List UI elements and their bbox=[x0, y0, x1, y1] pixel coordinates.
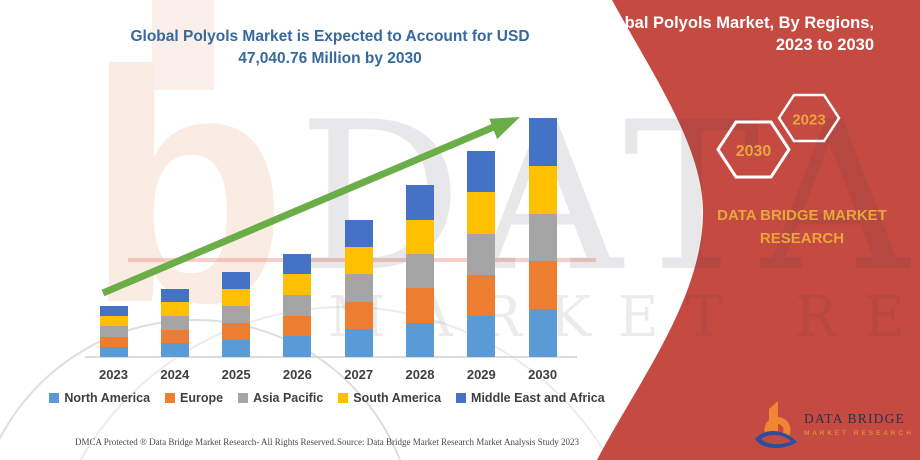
bar-segment-2030-asia-pacific bbox=[528, 213, 557, 262]
legend-swatch-icon bbox=[338, 393, 349, 403]
chart-title-line1: Global Polyols Market is Expected to Acc… bbox=[130, 28, 530, 45]
legend-item-asia-pacific: Asia Pacific bbox=[238, 391, 323, 405]
bar-segment-2025-north-america bbox=[222, 339, 251, 357]
legend-label: South America bbox=[353, 391, 442, 405]
bar-segment-2030-south-america bbox=[528, 165, 557, 214]
stacked-bar-2025 bbox=[222, 271, 251, 357]
chart-legend: North America Europe Asia Pacific South Ame… bbox=[49, 391, 605, 405]
x-axis-label-2030: 2030 bbox=[528, 367, 558, 382]
legend-item-middle-east-and-africa: Middle East and Africa bbox=[456, 391, 605, 405]
bar-segment-2028-asia-pacific bbox=[406, 254, 434, 289]
stacked-bar-2023 bbox=[99, 305, 128, 357]
x-axis-label-2025: 2025 bbox=[221, 367, 251, 382]
bar-segment-2029-asia-pacific bbox=[467, 233, 496, 275]
bar-segment-2027-europe bbox=[344, 301, 373, 330]
legend-label: Middle East and Africa bbox=[471, 391, 605, 405]
logo-sub-text: MARKET RESEARCH bbox=[804, 430, 914, 437]
panel-brand-line1: DATA BRIDGE MARKET bbox=[717, 207, 887, 224]
logo-b-icon bbox=[755, 401, 797, 449]
panel-heading-line2: 2023 to 2030 bbox=[775, 35, 874, 54]
bar-segment-2029-europe bbox=[467, 274, 496, 316]
legend-item-europe: Europe bbox=[165, 391, 223, 405]
bar-segment-2025-europe bbox=[222, 322, 251, 340]
bar-segment-2026-middle-east-and-africa bbox=[283, 253, 312, 275]
x-axis-label-2026: 2026 bbox=[282, 367, 312, 382]
bar-segment-2029-south-america bbox=[467, 192, 496, 234]
bar-segment-2028-europe bbox=[406, 288, 434, 323]
x-axis-label-2023: 2023 bbox=[99, 367, 128, 382]
x-axis-label-2028: 2028 bbox=[405, 367, 435, 382]
stacked-bar-2028 bbox=[406, 185, 434, 357]
legend-label: Asia Pacific bbox=[253, 391, 324, 405]
bar-segment-2025-south-america bbox=[222, 288, 251, 306]
legend-swatch-icon bbox=[238, 393, 249, 403]
x-axis-label-2024: 2024 bbox=[160, 367, 190, 382]
stacked-bar-2024 bbox=[160, 288, 189, 357]
watermark-cross-shape bbox=[152, 0, 214, 90]
bar-segment-2028-middle-east-and-africa bbox=[406, 185, 434, 220]
hexagon-2030-label: 2030 bbox=[736, 143, 772, 160]
bar-segment-2025-asia-pacific bbox=[222, 305, 251, 323]
bar-segment-2030-north-america bbox=[528, 309, 557, 357]
legend-item-south-america: South America bbox=[338, 391, 441, 405]
bar-segment-2023-middle-east-and-africa bbox=[99, 305, 128, 317]
stacked-bar-2029 bbox=[467, 151, 496, 357]
legend-label: Europe bbox=[180, 391, 224, 405]
bar-segment-2024-south-america bbox=[160, 302, 189, 317]
bar-segment-2030-middle-east-and-africa bbox=[528, 118, 557, 166]
stacked-bar-2030 bbox=[528, 118, 557, 357]
legend-swatch-icon bbox=[165, 393, 176, 403]
x-axis-label-2029: 2029 bbox=[466, 367, 496, 382]
footer-dmca-text: DMCA Protected ® Data Bridge Market Rese… bbox=[75, 437, 337, 447]
bar-segment-2027-north-america bbox=[344, 329, 373, 357]
panel-heading: Global Polyols Market, By Regions, 2023 … bbox=[544, 13, 874, 57]
watermark-databridge-text: DATA BRIDGE bbox=[298, 79, 920, 317]
bar-segment-2023-europe bbox=[99, 336, 128, 347]
chart-title: Global Polyols Market is Expected to Acc… bbox=[70, 26, 590, 71]
hexagon-2030 bbox=[716, 120, 791, 179]
panel-heading-line1: Global Polyols Market, By Regions, bbox=[597, 14, 874, 32]
bar-segment-2024-asia-pacific bbox=[160, 316, 189, 330]
x-axis-label-2027: 2027 bbox=[344, 367, 374, 382]
legend-item-north-america: North America bbox=[49, 391, 150, 405]
bar-segment-2028-north-america bbox=[406, 322, 434, 357]
x-axis-line bbox=[85, 356, 577, 358]
legend-swatch-icon bbox=[456, 393, 467, 403]
bar-segment-2027-middle-east-and-africa bbox=[344, 219, 373, 247]
bar-segment-2023-asia-pacific bbox=[99, 326, 128, 337]
bar-segment-2030-europe bbox=[528, 261, 557, 310]
bar-segment-2025-middle-east-and-africa bbox=[222, 271, 251, 289]
bar-segment-2026-north-america bbox=[283, 336, 312, 357]
chart-title-line2: 47,040.76 Million by 2030 bbox=[238, 50, 422, 68]
hexagon-2023-label: 2023 bbox=[792, 112, 825, 129]
bar-segment-2024-north-america bbox=[160, 343, 189, 357]
panel-brand-line2: RESEARCH bbox=[759, 229, 845, 247]
bar-segment-2026-south-america bbox=[283, 274, 312, 295]
bar-segment-2029-north-america bbox=[467, 315, 496, 357]
bar-segment-2023-south-america bbox=[99, 316, 128, 327]
hexagon-2023 bbox=[777, 93, 841, 143]
bar-segment-2024-middle-east-and-africa bbox=[160, 288, 189, 303]
bar-segment-2029-middle-east-and-africa bbox=[467, 151, 496, 193]
stacked-bar-2027 bbox=[344, 219, 373, 357]
bar-segment-2027-asia-pacific bbox=[344, 274, 373, 302]
bar-segment-2028-south-america bbox=[406, 219, 434, 255]
bar-segment-2024-europe bbox=[160, 329, 189, 344]
logo-name-text: DATA BRIDGE bbox=[804, 411, 905, 426]
footer-source-text: Source: Data Bridge Market Research Mark… bbox=[337, 437, 579, 447]
stacked-bar-2026 bbox=[283, 253, 312, 357]
bar-segment-2027-south-america bbox=[344, 247, 373, 275]
bar-segment-2026-asia-pacific bbox=[283, 294, 312, 316]
legend-label: North America bbox=[64, 391, 151, 405]
bar-segment-2023-north-america bbox=[99, 346, 128, 357]
bar-segment-2026-europe bbox=[283, 315, 312, 337]
data-bridge-logo: DATA BRIDGE MARKET RESEARCH bbox=[754, 398, 914, 450]
legend-swatch-icon bbox=[49, 393, 60, 403]
panel-brand-text: DATA BRIDGE MARKET RESEARCH bbox=[702, 205, 902, 250]
